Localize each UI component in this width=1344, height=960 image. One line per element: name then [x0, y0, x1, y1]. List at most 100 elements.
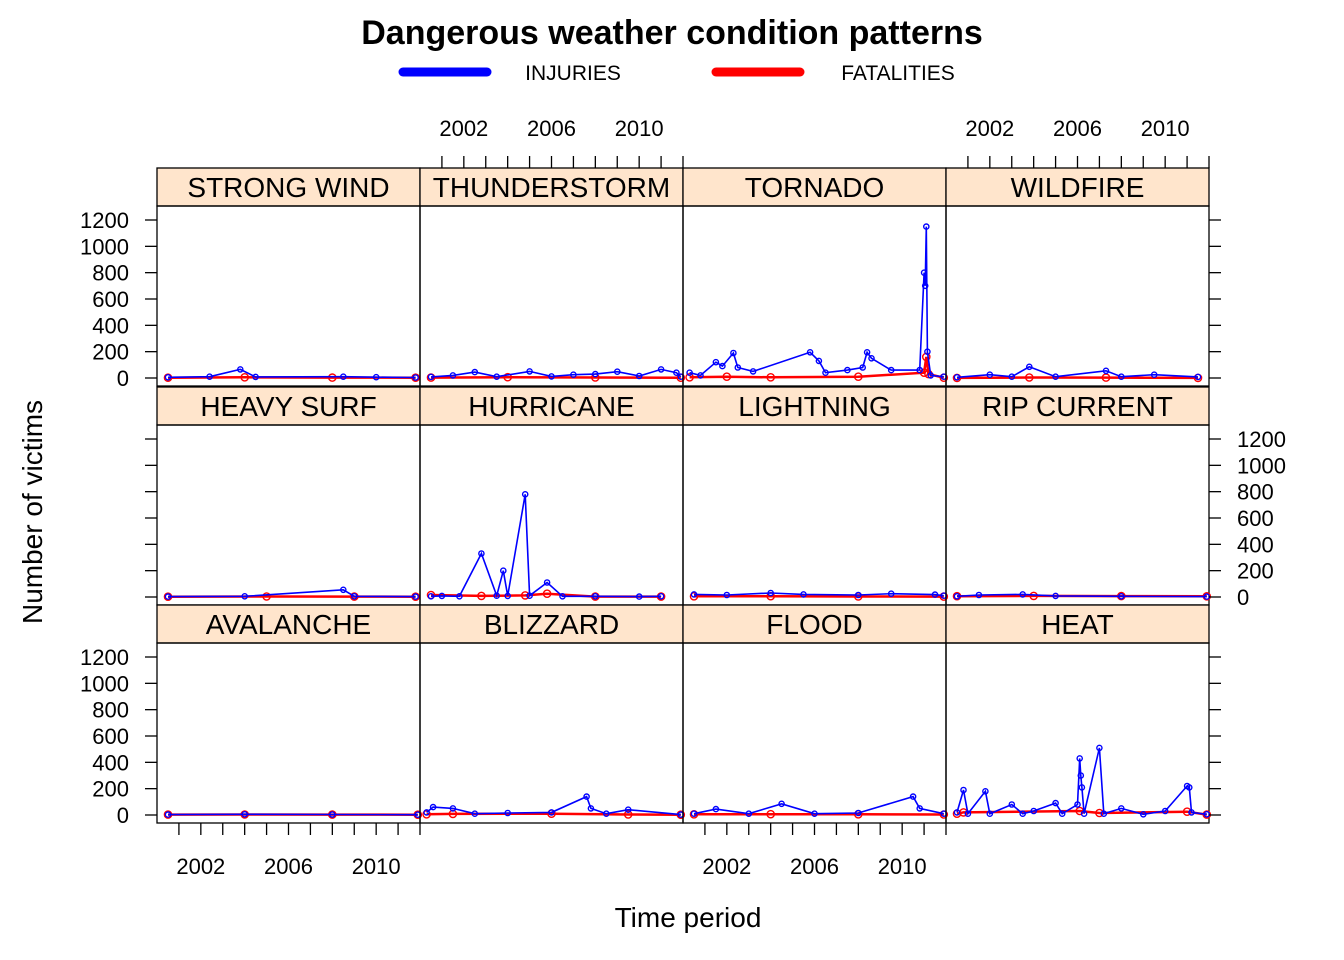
- y-tick-label: 400: [92, 313, 129, 338]
- chart-title: Dangerous weather condition patterns: [361, 14, 983, 52]
- strip: [682, 604, 947, 644]
- data-point-injuries: [429, 803, 437, 811]
- panel-lightning: LIGHTNING: [682, 386, 949, 606]
- data-point-injuries: [592, 593, 599, 600]
- x-tick-label: 2006: [264, 854, 313, 879]
- data-point-fatalities: [542, 589, 552, 599]
- data-point-injuries: [493, 373, 501, 381]
- legend-fatalities-label: FATALITIES: [841, 62, 955, 85]
- series-injuries-line: [430, 368, 682, 378]
- data-point-injuries: [960, 786, 967, 794]
- data-point-injuries: [1008, 801, 1016, 808]
- data-point-injuries: [423, 809, 430, 816]
- data-point-injuries: [1102, 367, 1110, 375]
- data-point-injuries: [438, 592, 446, 600]
- panel-blizzard: BLIZZARD: [419, 604, 686, 824]
- data-point-fatalities: [766, 809, 776, 819]
- data-point-injuries: [499, 567, 507, 575]
- data-point-injuries: [931, 591, 939, 598]
- data-point-fatalities: [854, 372, 863, 382]
- strip-label: THUNDERSTORM: [433, 172, 670, 203]
- series-injuries-line: [430, 494, 662, 599]
- data-point-injuries: [1194, 373, 1202, 381]
- y-tick-label: 600: [92, 724, 129, 749]
- panel-rip-current: RIP CURRENT: [945, 386, 1212, 606]
- data-point-injuries: [635, 372, 643, 380]
- panel-frame: [156, 205, 421, 387]
- data-point-injuries: [1052, 592, 1059, 600]
- panel-frame: [682, 205, 947, 387]
- data-point-injuries: [916, 366, 924, 374]
- data-point-injuries: [526, 592, 533, 600]
- data-point-fatalities: [422, 810, 431, 819]
- strip-label: AVALANCHE: [206, 609, 371, 640]
- data-point-injuries: [923, 223, 930, 230]
- data-point-injuries: [964, 810, 972, 818]
- series-injuries-line: [956, 593, 1207, 598]
- data-point-injuries: [657, 366, 665, 373]
- strip-label: RIP CURRENT: [982, 391, 1173, 422]
- data-point-injuries: [868, 354, 875, 362]
- data-point-injuries: [822, 369, 829, 377]
- data-point-injuries: [236, 366, 244, 373]
- data-point-injuries: [1077, 772, 1085, 779]
- series-injuries-line: [956, 365, 1199, 379]
- data-point-injuries: [504, 592, 512, 600]
- y-tick-label: 0: [1237, 585, 1249, 610]
- data-point-fatalities: [722, 372, 732, 382]
- data-point-injuries: [1019, 810, 1027, 818]
- data-point-injuries: [164, 811, 172, 818]
- y-tick-label: 800: [92, 261, 129, 286]
- panel-frame: [945, 642, 1210, 824]
- data-point-injuries: [427, 373, 435, 381]
- data-point-injuries: [1030, 807, 1037, 815]
- data-point-injuries: [412, 593, 419, 600]
- panels: STRONG WIND THUNDERSTORM TORNADO WILDFIRE HE…: [156, 167, 1212, 824]
- series-injuries-line: [167, 588, 416, 598]
- panel-flood: FLOOD: [682, 604, 949, 824]
- data-point-injuries: [164, 593, 172, 600]
- panel-wildfire: WILDFIRE: [945, 167, 1210, 387]
- data-point-injuries: [855, 809, 862, 817]
- data-point-injuries: [920, 269, 928, 277]
- data-point-fatalities: [766, 372, 776, 382]
- strip-label: WILDFIRE: [1011, 172, 1145, 203]
- legend-injuries-label: INJURIES: [525, 62, 621, 85]
- x-tick-label: 2010: [615, 116, 664, 141]
- strip-label: HEAT: [1041, 609, 1114, 640]
- strip-label: FLOOD: [766, 609, 862, 640]
- data-point-injuries: [887, 366, 895, 374]
- x-tick-label: 2006: [1053, 116, 1102, 141]
- data-point-injuries: [887, 590, 895, 598]
- data-point-injuries: [673, 369, 680, 377]
- strip: [419, 604, 684, 644]
- data-point-injuries: [449, 805, 457, 812]
- data-point-injuries: [953, 593, 961, 600]
- y-tick-label: 1000: [80, 234, 129, 259]
- data-point-fatalities: [922, 352, 931, 362]
- legend: INJURIES FATALITIES: [398, 62, 955, 85]
- data-point-injuries: [953, 373, 961, 381]
- data-point-injuries: [526, 368, 533, 375]
- panel-frame: [156, 424, 421, 606]
- y-tick-label: 1200: [80, 208, 129, 233]
- data-point-injuries: [478, 550, 485, 557]
- data-point-injuries: [603, 810, 610, 818]
- panel-thunderstorm: THUNDERSTORM: [419, 167, 686, 387]
- data-point-injuries: [767, 589, 775, 597]
- data-point-injuries: [1026, 363, 1033, 371]
- data-point-injuries: [206, 373, 213, 381]
- strip: [945, 604, 1210, 644]
- data-point-fatalities: [1025, 373, 1034, 382]
- data-point-injuries: [953, 809, 961, 816]
- strip: [419, 167, 684, 207]
- data-point-injuries: [1150, 371, 1158, 379]
- data-point-injuries: [1188, 809, 1195, 816]
- data-point-injuries: [657, 593, 665, 600]
- data-point-injuries: [521, 490, 529, 498]
- series-injuries-line: [693, 592, 944, 597]
- data-point-injuries: [1058, 810, 1066, 818]
- panel-strong-wind: STRONG WIND: [156, 167, 421, 387]
- data-point-injuries: [504, 809, 512, 817]
